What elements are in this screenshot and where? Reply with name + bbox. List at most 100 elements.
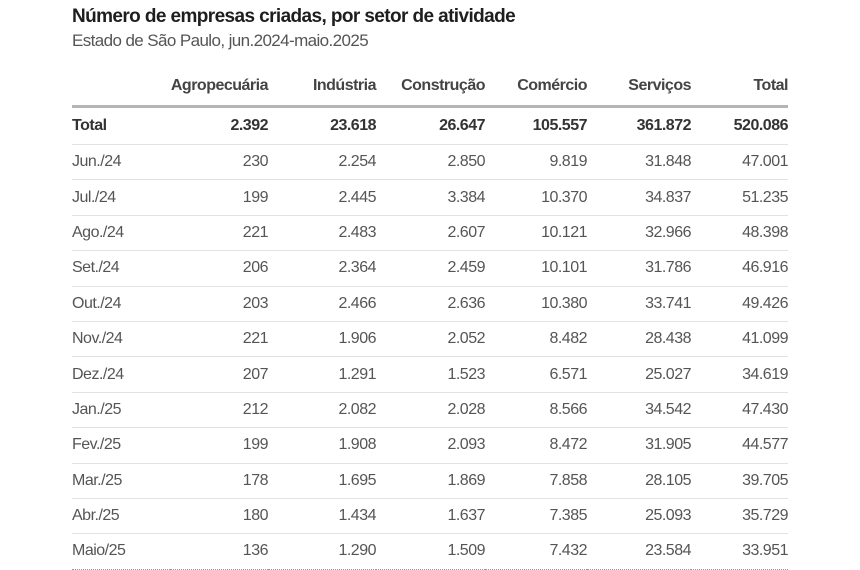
table-cell: 2.028 [376,392,486,429]
row-label: Nov./24 [72,321,170,358]
total-row: Total 2.392 23.618 26.647 105.557 361.872 520.… [72,106,789,145]
table-cell: 9.819 [485,144,588,181]
table-cell: 26.647 [376,106,486,145]
table-row: Set./24 206 2.364 2.459 10.101 31.786 46.916 [72,250,789,287]
table-row: Mar./25 178 1.695 1.869 7.858 28.105 39.705 [72,463,789,499]
table-row: Jan./25 212 2.082 2.028 8.566 34.542 47.430 [72,392,789,429]
table-row: Fev./25 199 1.908 2.093 8.472 31.905 44.577 [72,427,789,464]
table-cell: 8.472 [485,427,588,464]
table-cell: 2.850 [376,144,486,181]
table-cell: 230 [170,144,269,181]
table-cell: 28.438 [587,321,692,358]
table-row: Nov./24 221 1.906 2.052 8.482 28.438 41.099 [72,321,789,358]
column-header: Construção [376,66,486,108]
table-cell: 8.482 [485,321,588,358]
column-header: Indústria [268,66,377,108]
table-row: Maio/25 136 1.290 1.509 7.432 23.584 33.951 [72,533,789,570]
table-cell: 2.093 [376,427,486,464]
table-cell: 49.426 [691,286,789,322]
row-label: Jul./24 [72,179,170,216]
table-cell: 180 [170,498,269,535]
table-cell: 31.905 [587,427,692,464]
table-cell: 1.291 [268,356,377,393]
row-label: Set./24 [72,250,170,287]
column-header: Total [691,66,789,108]
table-cell: 31.786 [587,250,692,287]
table-cell: 136 [170,533,269,570]
table-cell: 10.121 [485,215,588,252]
table-cell: 1.869 [376,463,486,499]
table-cell: 23.584 [587,533,692,570]
table-cell: 34.619 [691,356,789,393]
table-title: Número de empresas criadas, por setor de… [72,6,516,27]
table-cell: 520.086 [691,106,789,145]
table-cell: 2.607 [376,215,486,252]
table-cell: 39.705 [691,463,789,499]
row-label: Fev./25 [72,427,170,464]
table-cell: 33.741 [587,286,692,322]
table-cell: 212 [170,392,269,429]
table-row: Abr./25 180 1.434 1.637 7.385 25.093 35.729 [72,498,789,535]
table-cell: 1.290 [268,533,377,570]
header-row: Agropecuária Indústria Construção Comércio S… [72,66,789,108]
table-cell: 31.848 [587,144,692,181]
column-header: Agropecuária [170,66,269,108]
table-cell: 46.916 [691,250,789,287]
table-cell: 1.523 [376,356,486,393]
row-label: Abr./25 [72,498,170,535]
table-cell: 1.637 [376,498,486,535]
table-cell: 25.027 [587,356,692,393]
table-row: Jul./24 199 2.445 3.384 10.370 34.837 51.235 [72,179,789,216]
table-cell: 1.906 [268,321,377,358]
row-label: Out./24 [72,286,170,322]
table-cell: 23.618 [268,106,377,145]
table-cell: 6.571 [485,356,588,393]
table-row: Dez./24 207 1.291 1.523 6.571 25.027 34.619 [72,356,789,393]
table-cell: 221 [170,321,269,358]
table-row: Out./24 203 2.466 2.636 10.380 33.741 49.426 [72,286,789,322]
table-cell: 2.392 [170,106,269,145]
table-cell: 10.101 [485,250,588,287]
table-cell: 28.105 [587,463,692,499]
table-cell: 7.432 [485,533,588,570]
table-cell: 361.872 [587,106,692,145]
table-cell: 2.254 [268,144,377,181]
table-cell: 48.398 [691,215,789,252]
table-cell: 51.235 [691,179,789,216]
table-cell: 2.636 [376,286,486,322]
table-cell: 44.577 [691,427,789,464]
table-cell: 10.370 [485,179,588,216]
table-cell: 7.858 [485,463,588,499]
row-label: Ago./24 [72,215,170,252]
table-cell: 3.384 [376,179,486,216]
row-label: Total [72,106,170,145]
table-cell: 221 [170,215,269,252]
table-cell: 199 [170,427,269,464]
row-label: Maio/25 [72,533,170,570]
table-cell: 203 [170,286,269,322]
table-cell: 47.001 [691,144,789,181]
table-cell: 47.430 [691,392,789,429]
table-cell: 10.380 [485,286,588,322]
table-cell: 2.459 [376,250,486,287]
table-cell: 41.099 [691,321,789,358]
table-cell: 34.837 [587,179,692,216]
table-cell: 7.385 [485,498,588,535]
row-label: Mar./25 [72,463,170,499]
column-header [72,66,170,108]
table-cell: 178 [170,463,269,499]
table-cell: 1.434 [268,498,377,535]
table-cell: 34.542 [587,392,692,429]
row-label: Jun./24 [72,144,170,181]
table-cell: 2.445 [268,179,377,216]
table-cell: 2.364 [268,250,377,287]
table-cell: 33.951 [691,533,789,570]
table-subtitle: Estado de São Paulo, jun.2024-maio.2025 [72,31,369,50]
row-label: Dez./24 [72,356,170,393]
table-cell: 1.509 [376,533,486,570]
table-cell: 35.729 [691,498,789,535]
table-cell: 2.052 [376,321,486,358]
table-cell: 206 [170,250,269,287]
table-cell: 1.908 [268,427,377,464]
table-row: Ago./24 221 2.483 2.607 10.121 32.966 48.398 [72,215,789,252]
